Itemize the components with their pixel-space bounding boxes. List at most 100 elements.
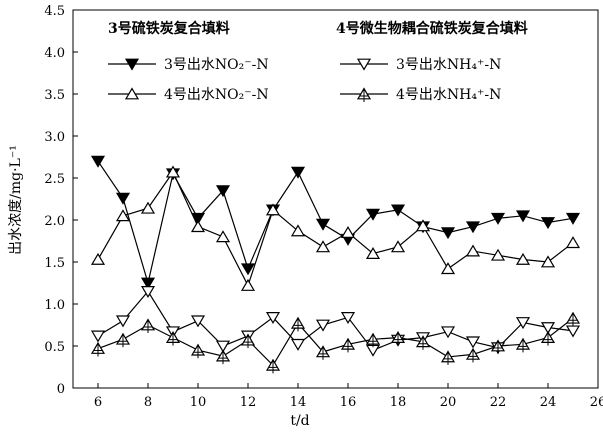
series-line	[97, 160, 574, 286]
data-point	[165, 165, 181, 178]
data-point	[565, 325, 581, 338]
data-point-cross	[319, 345, 327, 360]
data-point	[540, 322, 556, 335]
data-point	[215, 230, 231, 243]
y-tick-label: 0.5	[44, 340, 65, 355]
data-point-cross	[219, 350, 227, 365]
data-point	[340, 312, 356, 325]
x-tick-label: 24	[540, 395, 557, 410]
data-point	[465, 221, 481, 234]
x-tick-label: 20	[440, 395, 457, 410]
data-point-cross	[244, 334, 252, 349]
data-point	[240, 263, 256, 276]
legend-header-left: 3号硫铁炭复合填料	[108, 20, 230, 37]
y-axis-label: 出水浓度/mg·L⁻¹	[8, 145, 24, 255]
x-tick-label: 12	[240, 395, 257, 410]
data-point	[315, 240, 331, 253]
series-0	[90, 155, 581, 290]
y-tick-label: 4.5	[44, 4, 65, 19]
data-point	[90, 155, 106, 168]
x-tick-label: 14	[290, 395, 307, 410]
data-point	[215, 185, 231, 198]
data-point-cross	[344, 338, 352, 353]
data-point	[540, 255, 556, 268]
data-point	[440, 262, 456, 275]
data-point-cross	[419, 335, 427, 350]
data-point	[465, 336, 481, 349]
x-tick-label: 22	[490, 395, 507, 410]
legend-label: 3号出水NO₂⁻-N	[164, 57, 269, 73]
data-point	[390, 204, 406, 217]
legend-label: 4号出水NH₄⁺-N	[396, 87, 501, 103]
data-point	[265, 203, 281, 216]
data-point-cross	[269, 359, 277, 374]
data-point	[565, 236, 581, 249]
y-tick-label: 3.0	[44, 130, 65, 145]
legend-header-right: 4号微生物耦合硫铁炭复合填料	[336, 20, 528, 37]
data-point	[115, 192, 131, 205]
data-point	[415, 219, 431, 232]
data-point	[190, 212, 206, 225]
data-point	[290, 166, 306, 179]
data-point	[265, 312, 281, 325]
data-point-cross	[369, 333, 377, 348]
data-point	[190, 315, 206, 328]
x-tick-label: 18	[390, 395, 407, 410]
data-point	[290, 338, 306, 351]
data-point	[315, 218, 331, 231]
data-point	[515, 210, 531, 223]
data-point	[190, 220, 206, 233]
data-point	[490, 212, 506, 225]
y-tick-label: 1.5	[44, 256, 65, 271]
data-point	[356, 58, 372, 71]
series-3	[90, 311, 581, 374]
y-tick-label: 2.5	[44, 172, 65, 187]
data-point-cross	[144, 319, 152, 333]
x-axis-label: t/d	[290, 413, 309, 429]
y-tick-label: 0	[57, 382, 65, 397]
x-tick-label: 10	[190, 395, 207, 410]
data-point-cross	[444, 350, 452, 365]
data-point	[515, 252, 531, 265]
data-point	[140, 201, 156, 214]
data-point	[440, 227, 456, 240]
legend-label: 3号出水NH₄⁺-N	[396, 57, 501, 73]
data-point-cross	[360, 88, 368, 102]
legend-label: 4号出水NO₂⁻-N	[164, 87, 269, 103]
data-point	[515, 317, 531, 330]
data-point-cross	[569, 312, 577, 327]
data-point	[440, 326, 456, 339]
data-point	[565, 212, 581, 225]
series-line	[97, 170, 574, 288]
data-point	[115, 209, 131, 222]
x-tick-label: 26	[590, 395, 603, 410]
data-point	[124, 87, 140, 100]
data-point	[365, 208, 381, 221]
data-point	[90, 330, 106, 343]
y-tick-label: 2.0	[44, 214, 65, 229]
y-tick-label: 4.0	[44, 46, 65, 61]
y-tick-label: 1.0	[44, 298, 65, 313]
data-point-cross	[119, 333, 127, 348]
data-point	[215, 340, 231, 353]
data-point	[140, 286, 156, 298]
data-point	[490, 248, 506, 261]
data-point	[115, 315, 131, 328]
data-point-cross	[294, 317, 302, 332]
data-point	[140, 277, 156, 290]
series-2	[90, 165, 581, 291]
data-point	[290, 224, 306, 237]
y-tick-label: 3.5	[44, 88, 65, 103]
data-point-cross	[469, 348, 477, 363]
data-point-cross	[194, 344, 202, 359]
x-tick-label: 8	[144, 395, 152, 410]
x-tick-label: 16	[340, 395, 357, 410]
data-point-cross	[394, 331, 402, 346]
data-point-cross	[94, 342, 102, 357]
data-point-cross	[519, 338, 527, 353]
data-point-cross	[544, 331, 552, 346]
data-point	[540, 217, 556, 230]
x-tick-label: 6	[94, 395, 102, 410]
